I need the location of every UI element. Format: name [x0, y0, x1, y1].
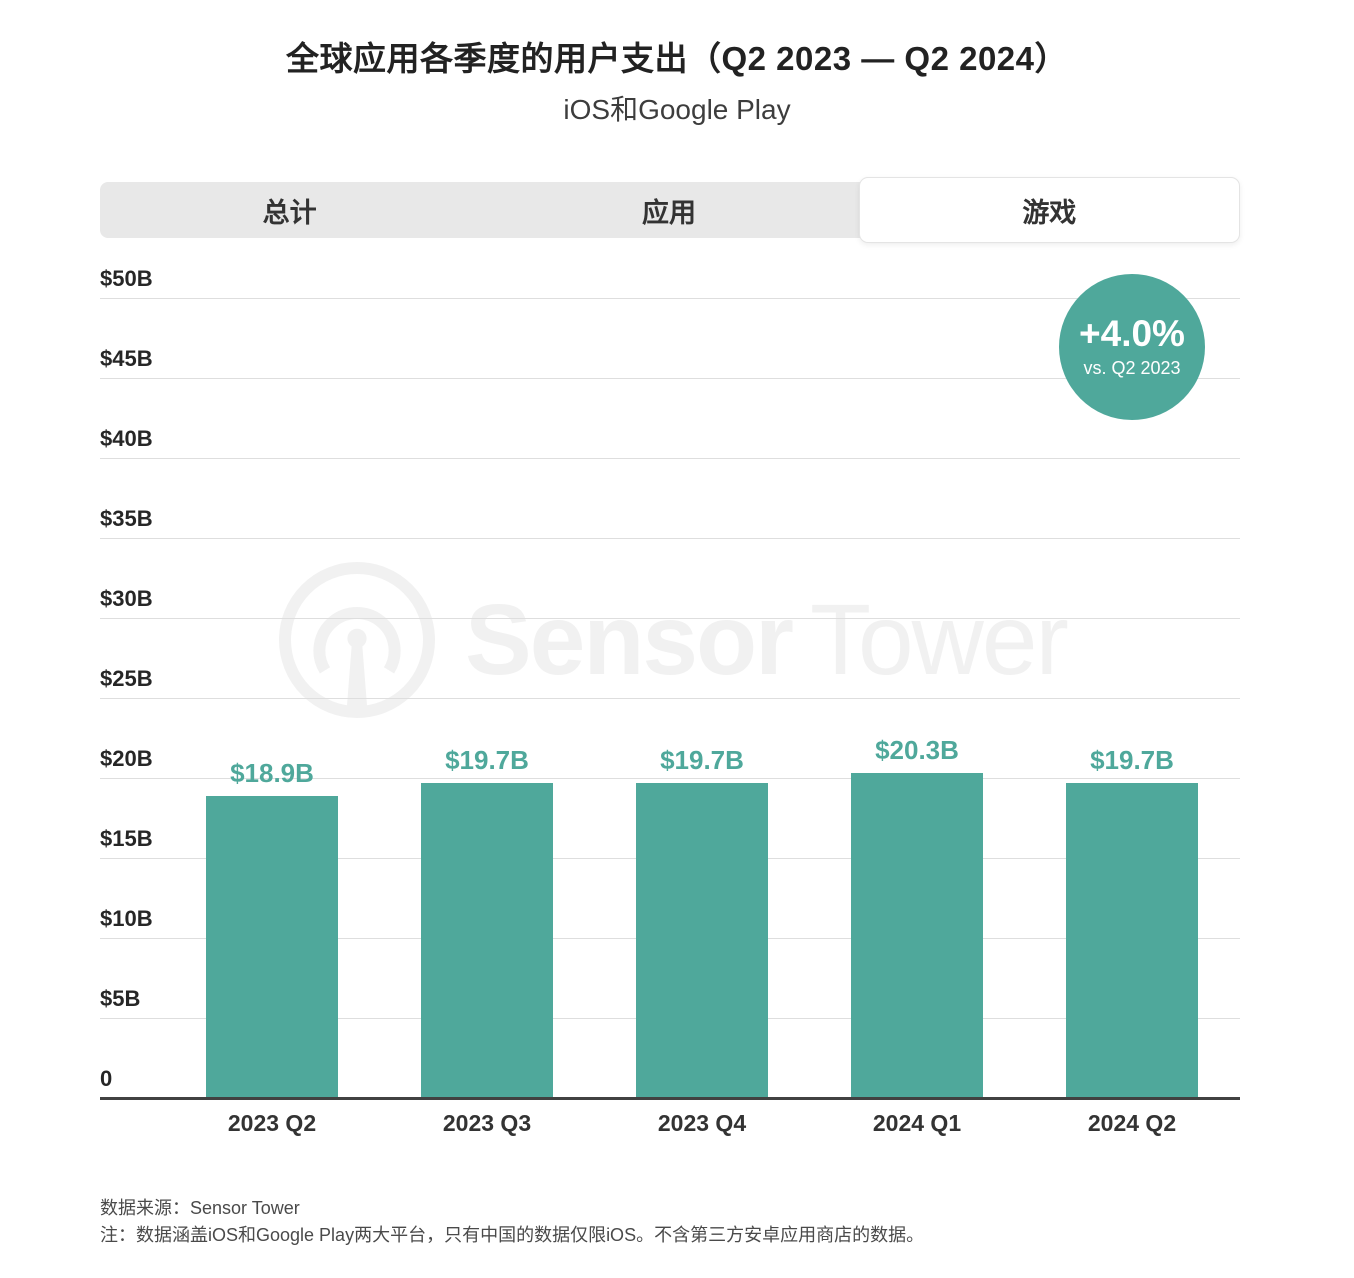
- bar-2024-q2[interactable]: [1066, 782, 1198, 1097]
- y-tick-label: $20B: [100, 746, 153, 771]
- watermark-brand-light: Tower: [810, 584, 1069, 696]
- y-tick-label: $25B: [100, 666, 153, 691]
- data-source-note: 数据来源：Sensor Tower: [100, 1198, 300, 1218]
- x-tick-label-2023-q4: 2023 Q4: [657, 1110, 747, 1136]
- x-tick-label-2023-q3: 2023 Q3: [442, 1110, 532, 1136]
- x-tick-label-2024-q2: 2024 Q2: [1087, 1110, 1177, 1136]
- bar-value-2024-q2: $19.7B: [1090, 744, 1174, 775]
- y-tick-label: 0: [100, 1066, 113, 1091]
- gridline: [100, 538, 1240, 539]
- watermark-brand-bold: Sensor: [465, 584, 794, 696]
- gridline: [100, 618, 1240, 619]
- bar-2024-q1[interactable]: [851, 773, 983, 1097]
- gridline: [100, 698, 1240, 699]
- x-axis-line: [100, 1097, 1240, 1100]
- bar-2023-q3[interactable]: [421, 782, 553, 1097]
- tab-games[interactable]: 游戏: [858, 177, 1240, 243]
- growth-badge: +4.0% vs. Q2 2023: [1059, 274, 1205, 420]
- growth-badge-value: +4.0%: [1079, 313, 1185, 355]
- x-tick-label-2023-q2: 2023 Q2: [227, 1110, 317, 1136]
- footnote: 注：数据涵盖iOS和Google Play两大平台，只有中国的数据仅限iOS。不…: [100, 1225, 925, 1245]
- page-title: 全球应用各季度的用户支出（Q2 2023 — Q2 2024）: [285, 40, 1069, 77]
- bar-2023-q2[interactable]: [206, 795, 338, 1097]
- watermark: Sensor Tower: [277, 560, 1069, 720]
- y-tick-label: $30B: [100, 586, 153, 611]
- tab-apps[interactable]: 应用: [479, 182, 858, 238]
- gridline: [100, 378, 1240, 379]
- x-tick-label-2024-q1: 2024 Q1: [872, 1110, 962, 1136]
- sensor-tower-logo-icon: [279, 562, 435, 718]
- gridline: [100, 298, 1240, 299]
- bar-2023-q4[interactable]: [636, 782, 768, 1097]
- growth-badge-caption: vs. Q2 2023: [1083, 357, 1181, 378]
- tab-games-label: 游戏: [1022, 197, 1077, 228]
- y-tick-label: $35B: [100, 506, 153, 531]
- watermark-text: Sensor Tower: [465, 590, 1069, 690]
- y-tick-label: $15B: [100, 826, 153, 851]
- gridline: [100, 458, 1240, 459]
- bar-value-2024-q1: $20.3B: [875, 735, 959, 766]
- y-tick-label: $40B: [100, 426, 153, 451]
- gridline: [100, 778, 1240, 779]
- bar-value-2023-q2: $18.9B: [230, 757, 314, 788]
- tab-total-label: 总计: [262, 197, 317, 228]
- tab-bar: 总计 应用 游戏: [100, 177, 1240, 243]
- y-tick-label: $45B: [100, 346, 153, 371]
- y-tick-label: $10B: [100, 906, 153, 931]
- y-tick-label: $5B: [100, 986, 141, 1011]
- tab-total[interactable]: 总计: [100, 182, 479, 238]
- y-tick-label: $50B: [100, 266, 153, 291]
- tab-apps-label: 应用: [641, 197, 696, 228]
- bar-value-2023-q4: $19.7B: [660, 744, 744, 775]
- page-subtitle: iOS和Google Play: [563, 94, 791, 125]
- bar-value-2023-q3: $19.7B: [445, 744, 529, 775]
